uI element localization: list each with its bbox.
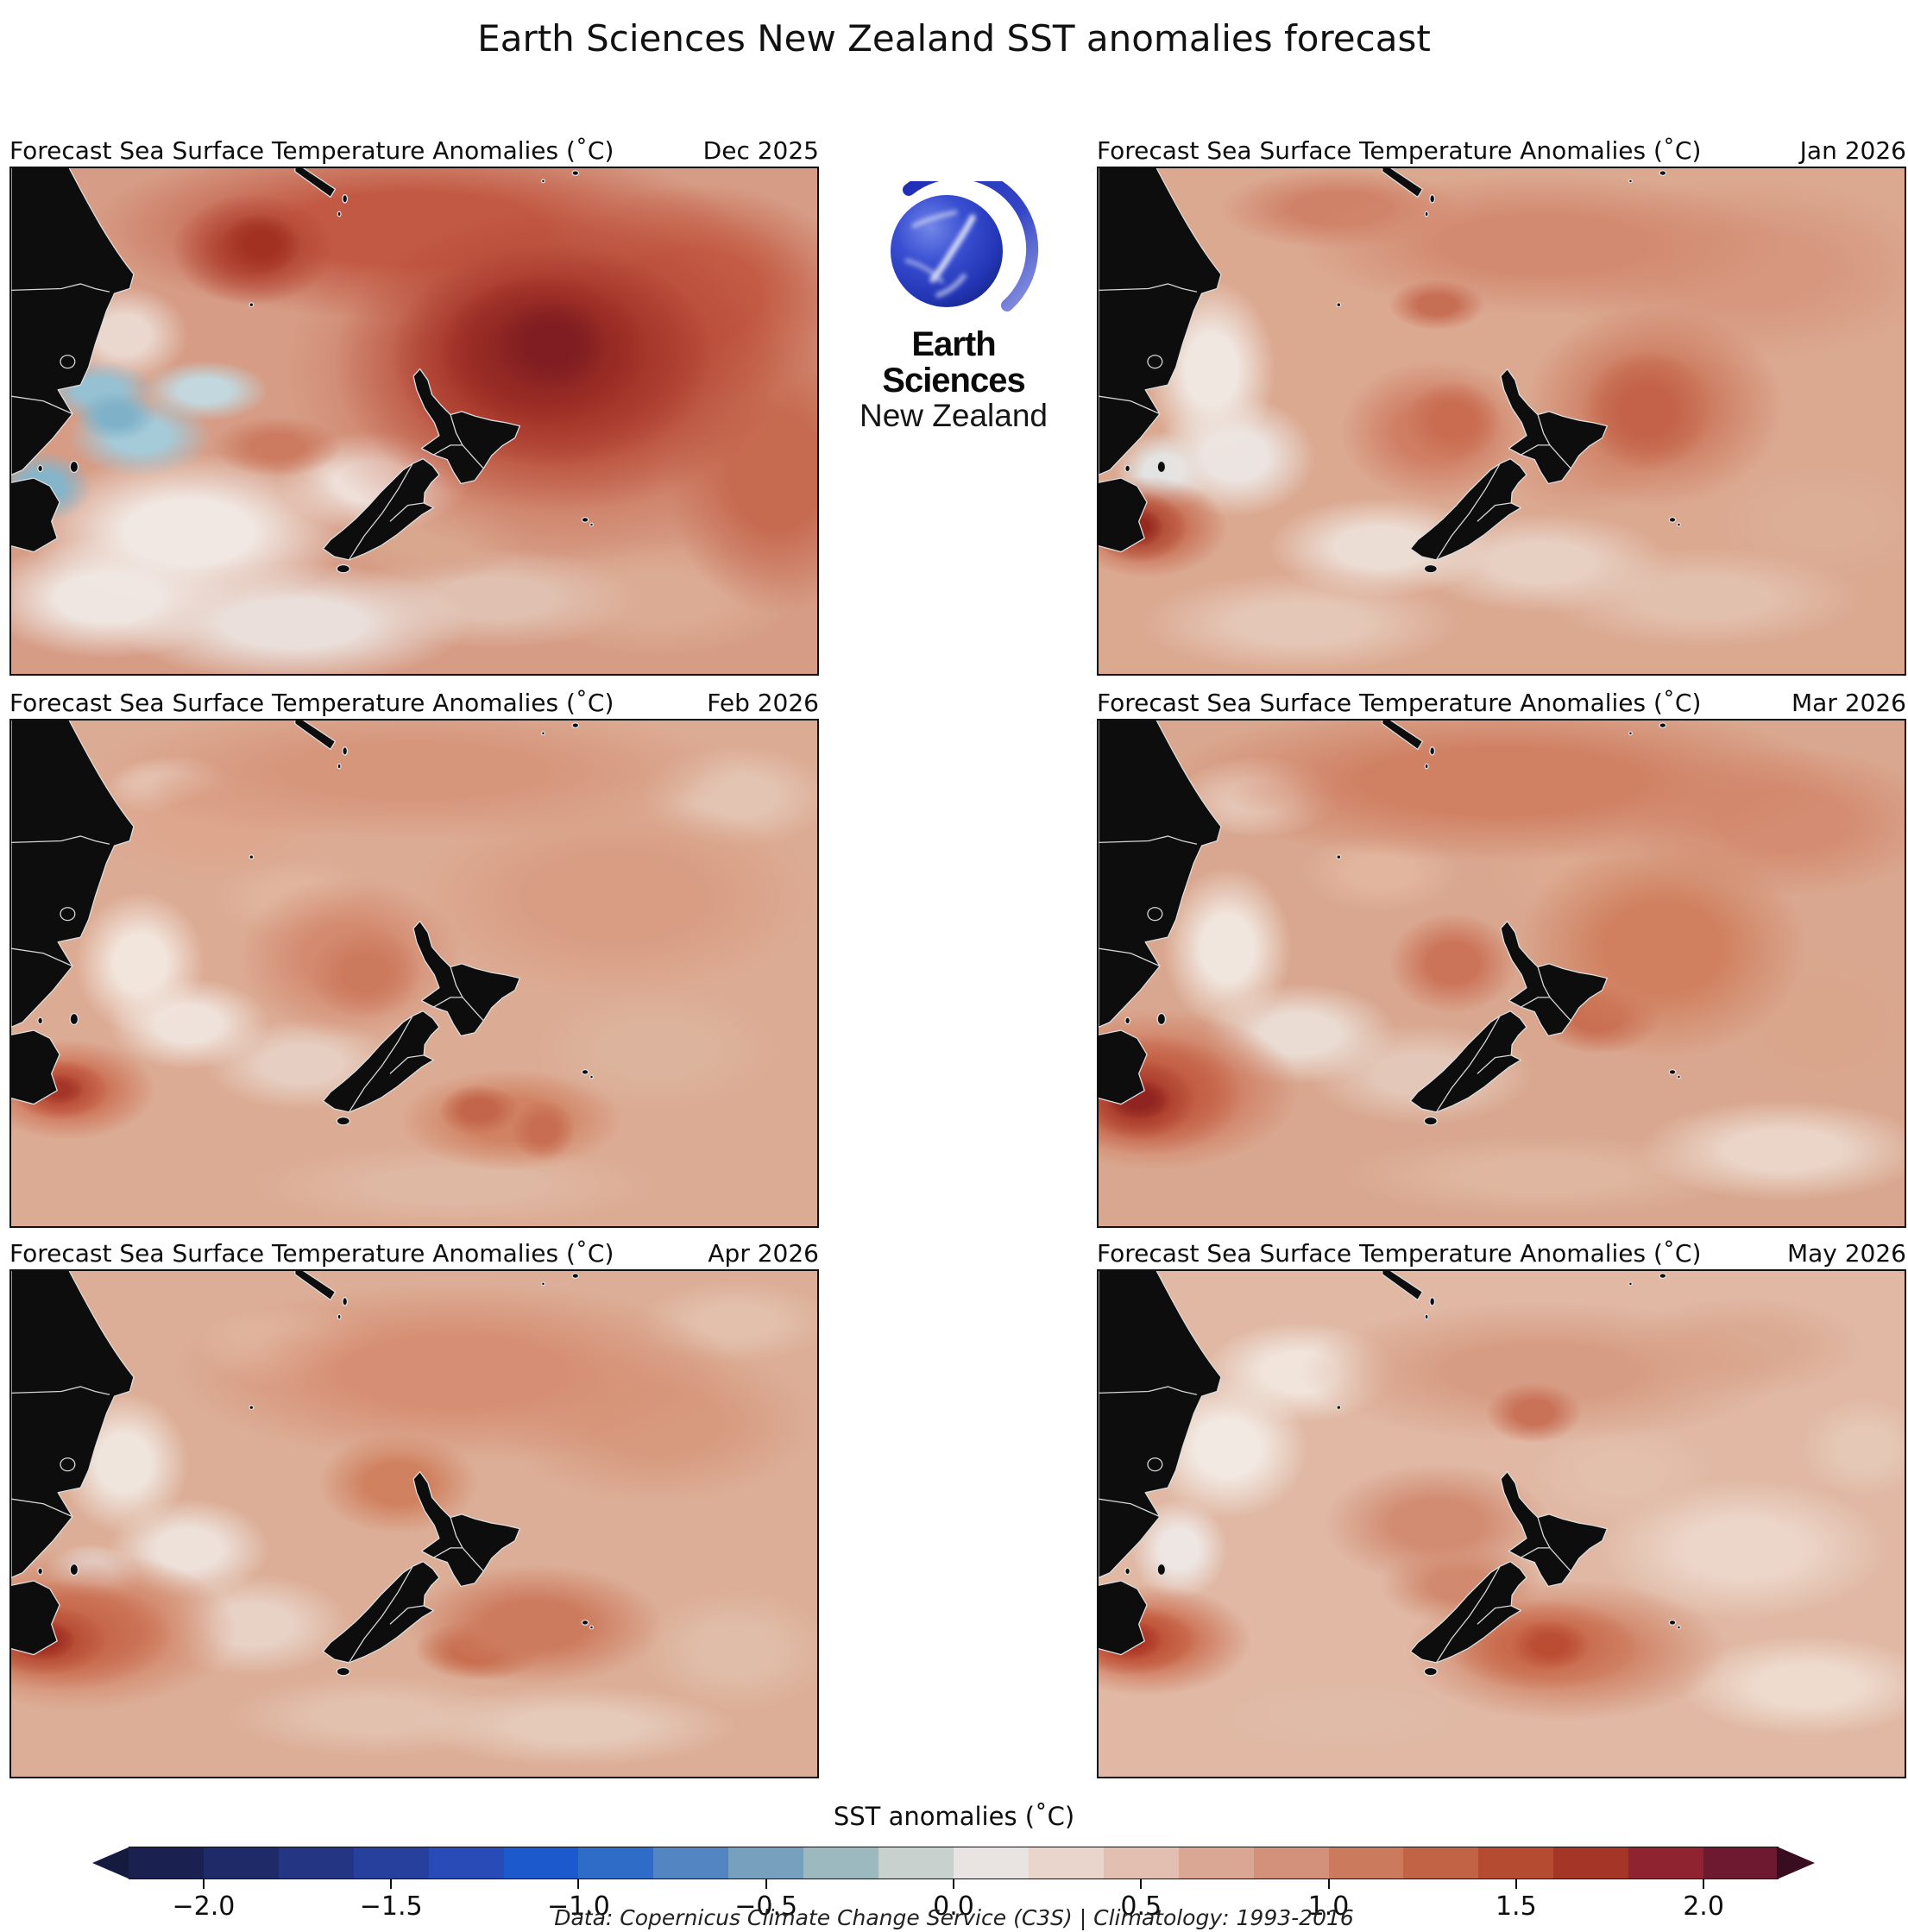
colorbar-segment [1628,1847,1704,1879]
map-feb2026 [9,719,819,1228]
page-title: Earth Sciences New Zealand SST anomalies… [477,17,1431,60]
panel-title: Forecast Sea Surface Temperature Anomali… [1097,689,1702,717]
colorbar-segment [1478,1847,1554,1879]
panel-title: Forecast Sea Surface Temperature Anomali… [9,689,614,717]
colorbar-segment [1028,1847,1104,1879]
panel-header-apr2026: Forecast Sea Surface Temperature Anomali… [9,1237,819,1268]
colorbar-arrow-left [92,1847,130,1879]
globe-logo-icon [887,181,1039,312]
land-overlay [11,721,595,1126]
colorbar-segment [1703,1847,1779,1879]
panel-date: Feb 2026 [707,689,819,717]
colorbar-segment [503,1847,579,1879]
panel-header-dec2025: Forecast Sea Surface Temperature Anomali… [9,134,819,165]
colorbar-tick-mark [765,1879,767,1889]
panel-date: Apr 2026 [708,1239,819,1268]
colorbar-segment [1328,1847,1404,1879]
map-dec2025 [9,167,819,676]
panel-date: May 2026 [1786,1239,1906,1268]
colorbar-segment [803,1847,879,1879]
logo: Earth Sciences New Zealand [841,181,1066,434]
map-may2026 [1097,1269,1906,1778]
colorbar-segment [728,1847,804,1879]
panel-header-jan2026: Forecast Sea Surface Temperature Anomali… [1097,134,1906,165]
map-jan2026 [1097,167,1906,676]
colorbar-tick-mark [1703,1879,1705,1889]
land-overlay [11,1271,595,1677]
colorbar-segment [1553,1847,1629,1879]
colorbar-tick-label: 0.5 [1120,1891,1162,1922]
colorbar: −2.0 −1.5 −1.0 −0.5 0.0 0.5 1.0 1.5 2.0 [92,1847,1815,1922]
colorbar-tick-label: −1.0 [547,1891,610,1922]
colorbar-segment [1103,1847,1179,1879]
colorbar-tick-label: 1.5 [1495,1891,1537,1922]
colorbar-tick-mark [577,1879,580,1889]
colorbar-segment [878,1847,954,1879]
panel-title: Forecast Sea Surface Temperature Anomali… [1097,136,1702,165]
colorbar-tick-mark [202,1879,205,1889]
logo-line1: Earth Sciences [882,325,1025,400]
colorbar-segment [1403,1847,1479,1879]
panel-header-feb2026: Forecast Sea Surface Temperature Anomali… [9,686,819,717]
panel-date: Dec 2025 [702,136,819,165]
colorbar-segment [353,1847,429,1879]
colorbar-segment [278,1847,354,1879]
land-overlay [1099,721,1682,1126]
map-apr2026 [9,1269,819,1778]
land-overlay [1099,1271,1682,1677]
colorbar-segments [129,1847,1779,1879]
colorbar-segment [578,1847,654,1879]
panel-date: Jan 2026 [1799,136,1906,165]
panel-header-may2026: Forecast Sea Surface Temperature Anomali… [1097,1237,1906,1268]
panel-date: Mar 2026 [1792,689,1906,717]
colorbar-tick-label: 2.0 [1683,1891,1724,1922]
colorbar-title: SST anomalies (˚C) [833,1802,1075,1831]
colorbar-tick-mark [1327,1879,1330,1889]
colorbar-tick-label: −0.5 [734,1891,798,1922]
colorbar-segment [129,1847,204,1879]
colorbar-tick-label: −1.5 [359,1891,423,1922]
colorbar-segment [1178,1847,1254,1879]
colorbar-tick-mark [1514,1879,1517,1889]
colorbar-segment [1253,1847,1329,1879]
data-source-caption: Data: Copernicus Climate Change Service … [554,1905,1354,1930]
logo-line2: New Zealand [859,398,1048,433]
colorbar-tick-mark [1140,1879,1143,1889]
colorbar-tick-mark [953,1879,954,1889]
colorbar-tick-label: 1.0 [1307,1891,1350,1922]
colorbar-tick-mark [390,1879,393,1889]
map-mar2026 [1097,719,1906,1228]
colorbar-segment [203,1847,279,1879]
panel-title: Forecast Sea Surface Temperature Anomali… [9,1239,614,1268]
colorbar-tick-label: −2.0 [172,1891,236,1922]
colorbar-tick-label: 0.0 [933,1891,974,1922]
colorbar-segment [653,1847,729,1879]
panel-header-mar2026: Forecast Sea Surface Temperature Anomali… [1097,686,1906,717]
panel-title: Forecast Sea Surface Temperature Anomali… [9,136,614,165]
colorbar-segment [428,1847,504,1879]
land-overlay [1099,168,1682,574]
colorbar-segment [953,1847,1029,1879]
land-overlay [11,168,595,574]
colorbar-arrow-right [1777,1847,1815,1879]
panel-title: Forecast Sea Surface Temperature Anomali… [1097,1239,1702,1268]
